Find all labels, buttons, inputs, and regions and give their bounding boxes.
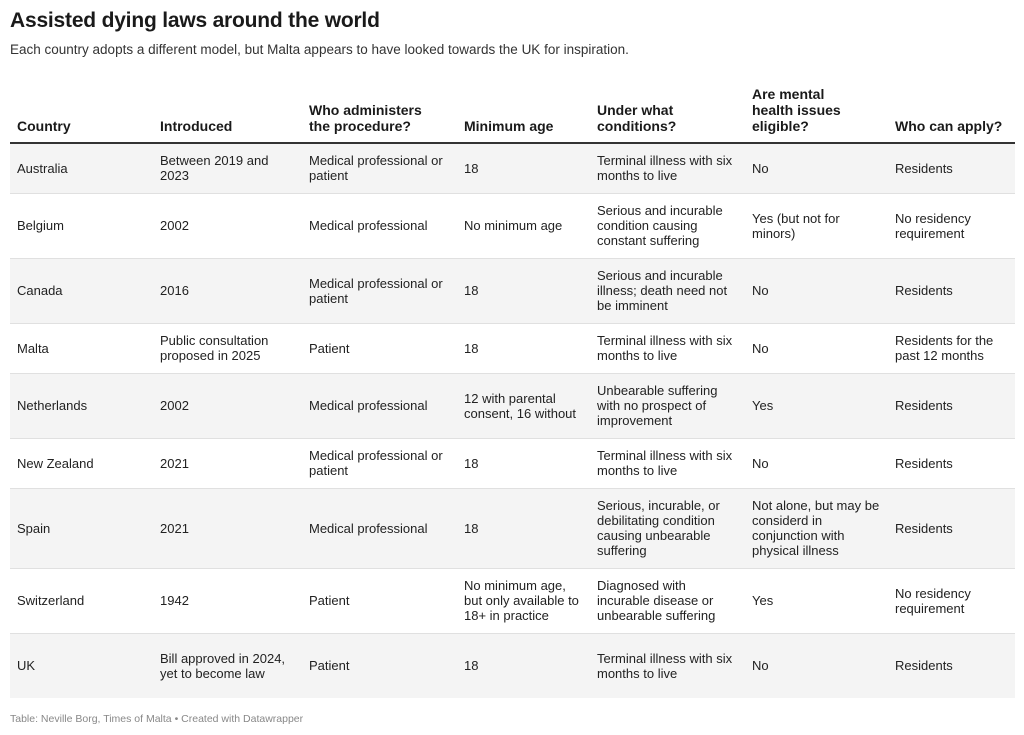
table-cell: No residency requirement <box>888 568 1015 634</box>
table-cell: Residents <box>888 143 1015 194</box>
column-header[interactable]: Introduced <box>153 78 302 144</box>
table-cell: Belgium <box>10 193 153 259</box>
table-row: Canada 2016 Medical professional or patien… <box>10 258 1015 324</box>
table-cell: No residency requirement <box>888 193 1015 259</box>
table-cell: Serious, incurable, or debilitating cond… <box>590 488 745 569</box>
column-header[interactable]: Under what conditions? <box>590 78 745 144</box>
table-body: Australia Between 2019 and 2023 Medical pr… <box>10 143 1015 698</box>
table-cell: Public consultation proposed in 2025 <box>153 323 302 374</box>
table-cell: No <box>745 143 888 194</box>
table-cell: 18 <box>457 438 590 489</box>
column-header[interactable]: Country <box>10 78 153 144</box>
table-cell: No minimum age, but only available to 18… <box>457 568 590 634</box>
table-cell: Serious and incurable illness; death nee… <box>590 258 745 324</box>
table-cell: Bill approved in 2024, yet to become law <box>153 633 302 698</box>
table-cell: Yes <box>745 568 888 634</box>
table-cell: Medical professional or patient <box>302 258 457 324</box>
table-cell: Medical professional <box>302 193 457 259</box>
column-header[interactable]: Who administers the procedure? <box>302 78 457 144</box>
table-cell: UK <box>10 633 153 698</box>
table-cell: Serious and incurable condition causing … <box>590 193 745 259</box>
table-cell: Medical professional <box>302 373 457 439</box>
table-row: Malta Public consultation proposed in 202… <box>10 323 1015 374</box>
table-row: Switzerland 1942 Patient No minimum age, bu… <box>10 568 1015 634</box>
table-row: Australia Between 2019 and 2023 Medical pr… <box>10 143 1015 194</box>
column-header[interactable]: Minimum age <box>457 78 590 144</box>
table-cell: New Zealand <box>10 438 153 489</box>
table-cell: No <box>745 323 888 374</box>
table-cell: Netherlands <box>10 373 153 439</box>
table-cell: 18 <box>457 323 590 374</box>
column-header[interactable]: Who can apply? <box>888 78 1015 144</box>
table-cell: 2002 <box>153 373 302 439</box>
table-row: New Zealand 2021 Medical professional or p… <box>10 438 1015 489</box>
data-table: Country Introduced Who administers the p… <box>10 78 1015 698</box>
table-cell: Medical professional or patient <box>302 143 457 194</box>
table-cell: 2021 <box>153 488 302 569</box>
table-cell: Canada <box>10 258 153 324</box>
table-cell: Malta <box>10 323 153 374</box>
table-cell: Not alone, but may be considerd in conju… <box>745 488 888 569</box>
table-cell: 2016 <box>153 258 302 324</box>
table-cell: Patient <box>302 633 457 698</box>
table-cell: 2021 <box>153 438 302 489</box>
table-cell: Residents <box>888 373 1015 439</box>
table-cell: Patient <box>302 323 457 374</box>
chart-title: Assisted dying laws around the world <box>10 9 380 32</box>
table-cell: 18 <box>457 633 590 698</box>
table-cell: Residents <box>888 438 1015 489</box>
header-row: Country Introduced Who administers the p… <box>10 78 1015 144</box>
table-cell: Terminal illness with six months to live <box>590 633 745 698</box>
table-cell: Residents <box>888 488 1015 569</box>
table-cell: 2002 <box>153 193 302 259</box>
table-row: Netherlands 2002 Medical professional 12 wi… <box>10 373 1015 439</box>
table-cell: 18 <box>457 143 590 194</box>
table-cell: Australia <box>10 143 153 194</box>
table-row: Spain 2021 Medical professional 18 Serious, … <box>10 488 1015 569</box>
table-cell: Medical professional or patient <box>302 438 457 489</box>
table-cell: Yes <box>745 373 888 439</box>
table-cell: Residents <box>888 633 1015 698</box>
table-cell: No <box>745 438 888 489</box>
table-cell: Terminal illness with six months to live <box>590 143 745 194</box>
table-row: Belgium 2002 Medical professional No minimu… <box>10 193 1015 259</box>
table-cell: Unbearable suffering with no prospect of… <box>590 373 745 439</box>
table-cell: Between 2019 and 2023 <box>153 143 302 194</box>
table-cell: No minimum age <box>457 193 590 259</box>
table-cell: 18 <box>457 258 590 324</box>
table-cell: Terminal illness with six months to live <box>590 323 745 374</box>
table-cell: Terminal illness with six months to live <box>590 438 745 489</box>
table-cell: 12 with parental consent, 16 without <box>457 373 590 439</box>
chart-subtitle: Each country adopts a different model, b… <box>10 42 629 57</box>
table-cell: Residents for the past 12 months <box>888 323 1015 374</box>
table-cell: Diagnosed with incurable disease or unbe… <box>590 568 745 634</box>
table-row: UK Bill approved in 2024, yet to become l… <box>10 633 1015 698</box>
table-cell: 1942 <box>153 568 302 634</box>
table-cell: Switzerland <box>10 568 153 634</box>
table-cell: Residents <box>888 258 1015 324</box>
source-footer: Table: Neville Borg, Times of Malta • Cr… <box>10 713 304 725</box>
table-cell: Patient <box>302 568 457 634</box>
table-cell: Yes (but not for minors) <box>745 193 888 259</box>
table-cell: No <box>745 633 888 698</box>
column-header[interactable]: Are mental health issues eligible? <box>745 78 888 144</box>
table-cell: No <box>745 258 888 324</box>
table-cell: 18 <box>457 488 590 569</box>
table-cell: Spain <box>10 488 153 569</box>
table-cell: Medical professional <box>302 488 457 569</box>
